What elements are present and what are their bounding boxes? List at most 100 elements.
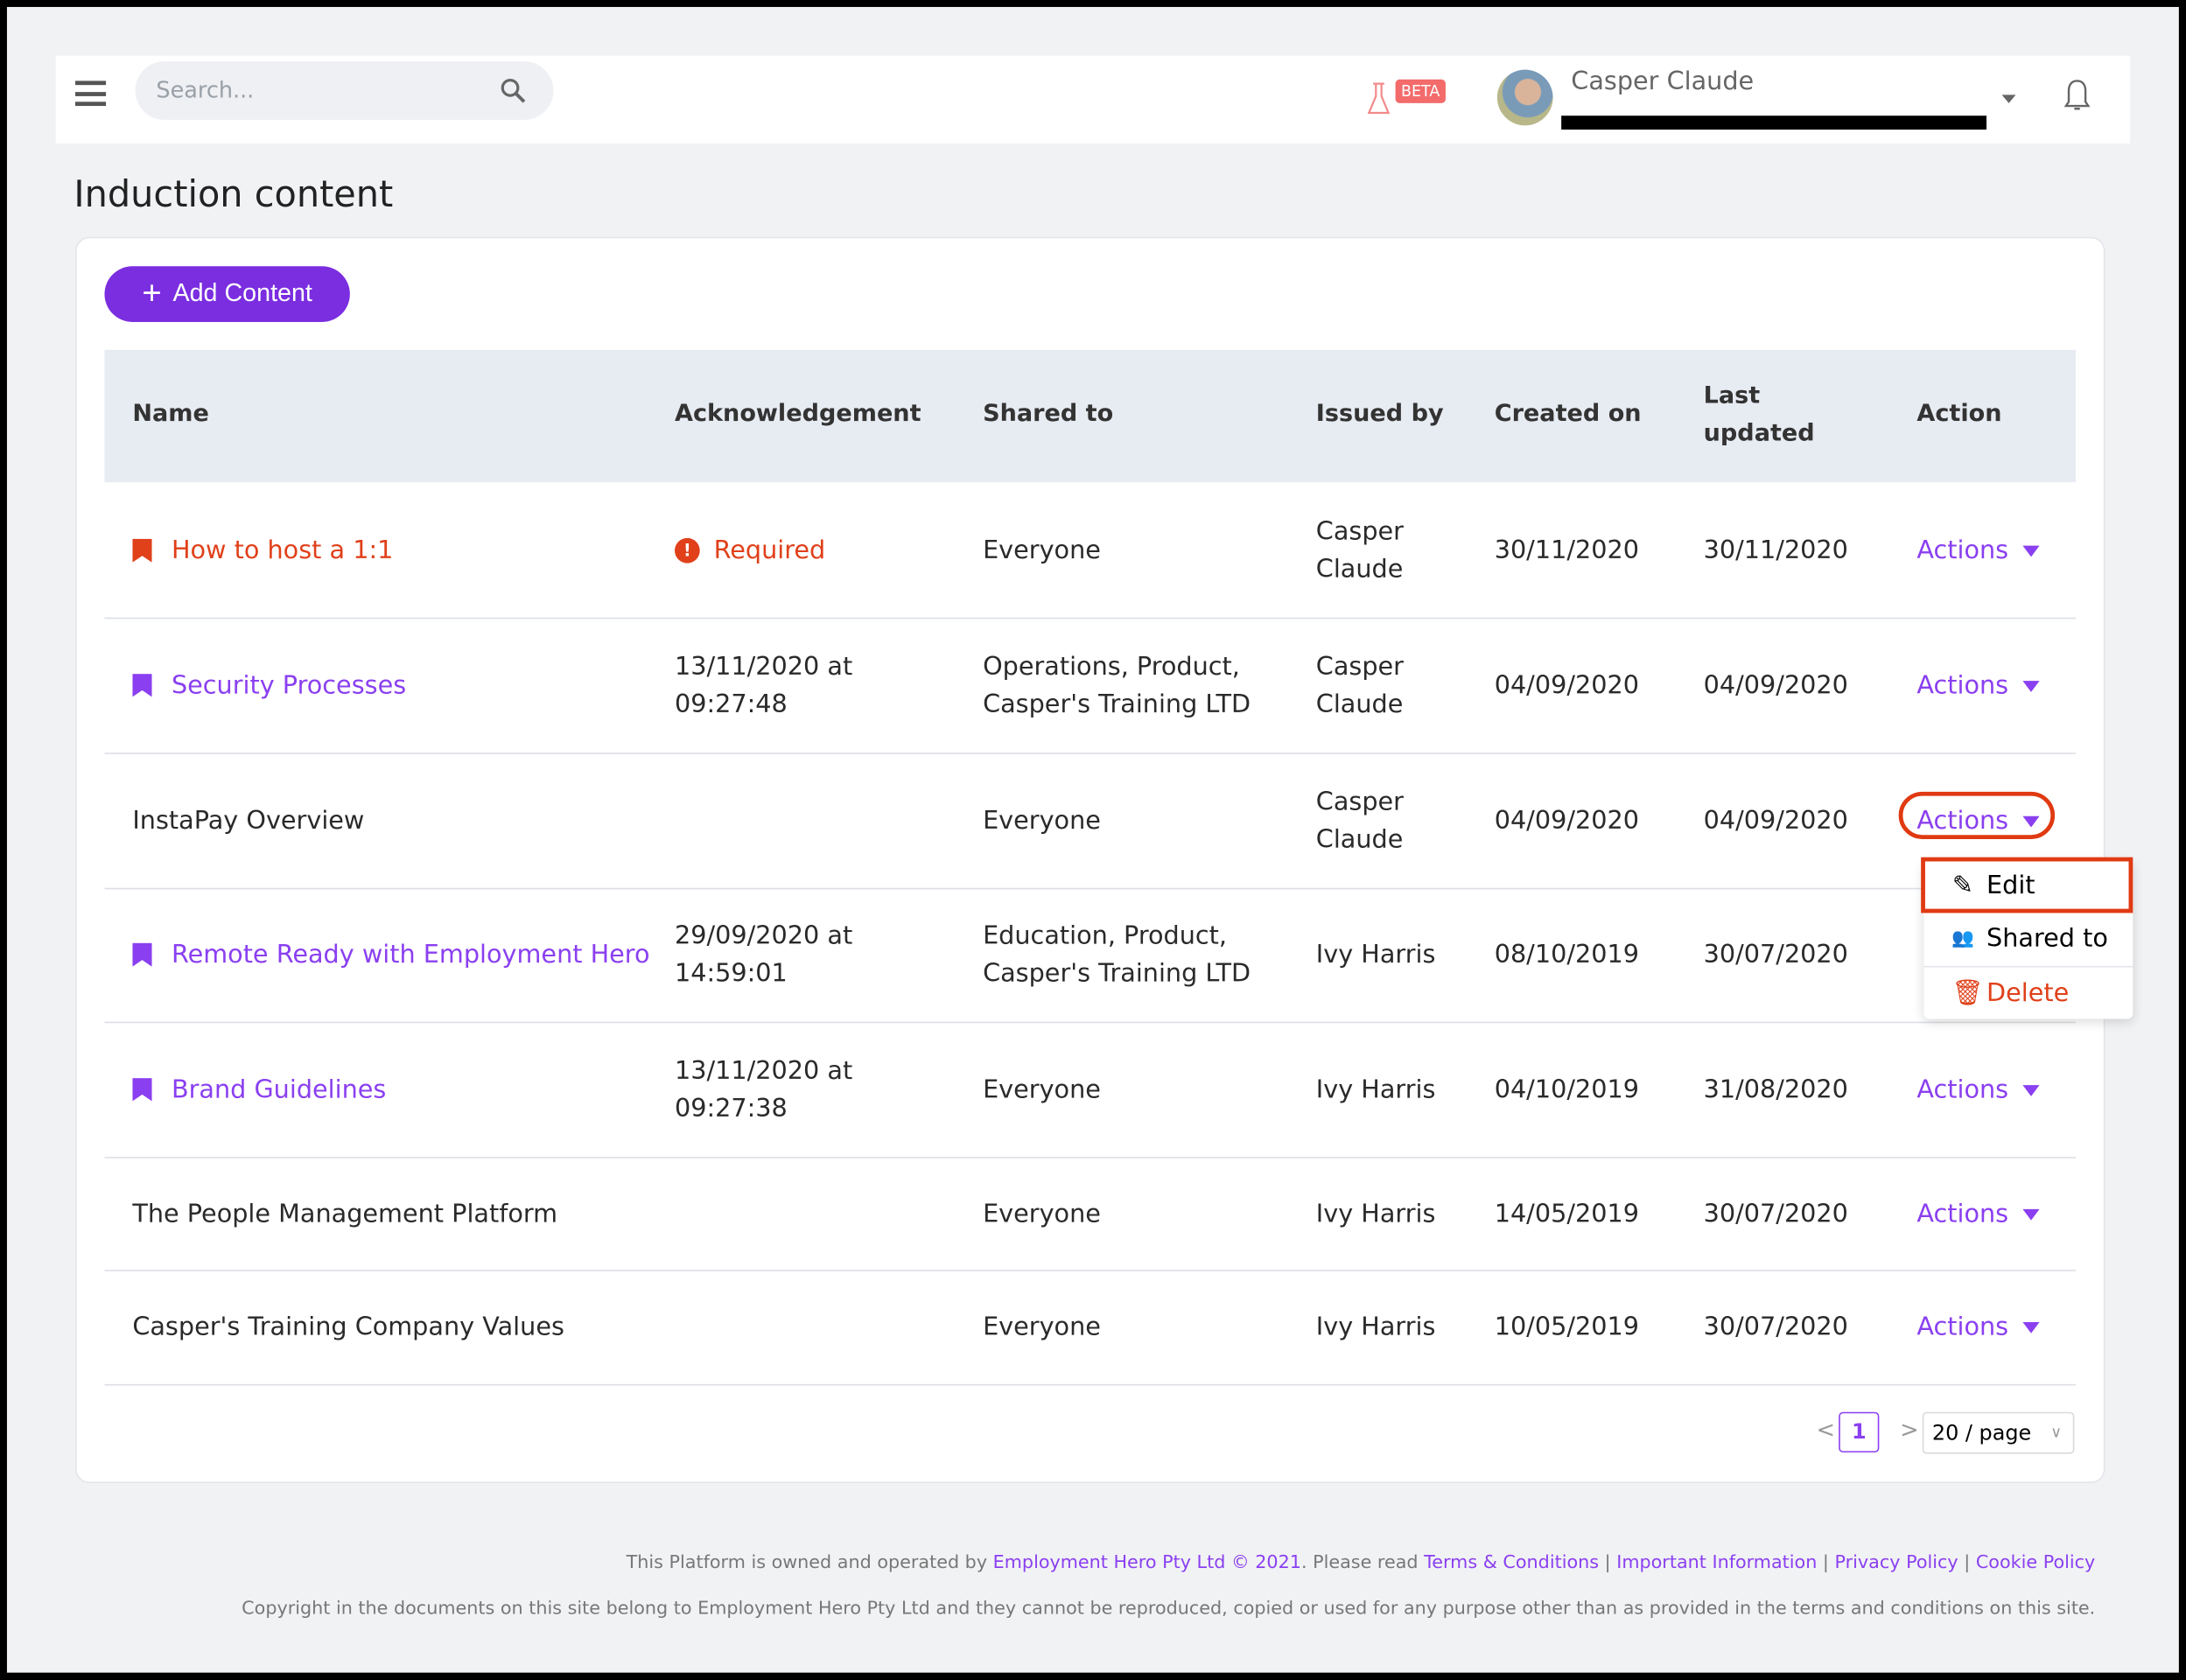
next-page-button[interactable]: > <box>1900 1416 1919 1443</box>
bookmark-icon <box>132 942 152 967</box>
column-header: Acknowledgement <box>675 400 921 429</box>
trash-icon: 🗑 <box>1951 978 1984 1008</box>
avatar[interactable] <box>1496 69 1553 126</box>
created-on: 10/05/2019 <box>1494 1312 1639 1342</box>
prev-page-button[interactable]: < <box>1816 1416 1836 1443</box>
table-header: Name Acknowledgement Shared to Issued by Cre… <box>104 349 2076 483</box>
cookie-link[interactable]: Cookie Policy <box>1975 1552 2096 1574</box>
content-name[interactable]: Brand Guidelines <box>171 1074 387 1104</box>
hamburger-menu-icon[interactable] <box>75 80 107 107</box>
acknowledgement-date: 13/11/2020 at 09:27:48 <box>675 651 853 719</box>
beta-badge: BETA <box>1395 79 1446 103</box>
content-name[interactable]: Remote Ready with Employment Hero <box>171 940 650 970</box>
shared-to: Everyone <box>983 1198 1101 1228</box>
table-row: How to host a 1:1! Required Everyone Casper… <box>104 484 2076 620</box>
important-info-link[interactable]: Important Information <box>1616 1552 1818 1574</box>
shared-to: Operations, Product, Casper's Training L… <box>983 651 1251 719</box>
caret-down-icon <box>2022 680 2040 692</box>
last-updated: 30/07/2020 <box>1703 1312 1848 1342</box>
created-on: 04/10/2019 <box>1494 1074 1639 1104</box>
content-name: InstaPay Overview <box>132 805 365 836</box>
page: Search... BETA Casper Claude Induction c… <box>6 6 2179 1673</box>
caret-down-icon <box>2022 545 2040 557</box>
caret-down-icon <box>2022 1084 2040 1096</box>
shared-to: Everyone <box>983 1074 1101 1104</box>
footer-line-1: This Platform is owned and operated by E… <box>626 1552 2096 1574</box>
issued-by: Ivy Harris <box>1315 1312 1436 1342</box>
search-input[interactable]: Search... <box>135 61 554 120</box>
table-row: Security Processes 13/11/2020 at 09:27:48… <box>104 618 2076 754</box>
table-row: Casper's Training Company Values Everyone… <box>104 1270 2076 1386</box>
caret-down-icon <box>2022 1321 2040 1334</box>
company-link[interactable]: Employment Hero Pty Ltd © 2021 <box>992 1552 1301 1574</box>
caret-down-icon <box>2022 1208 2040 1220</box>
page-title: Induction content <box>74 174 394 216</box>
page-size-select[interactable]: 20 / page ∨ <box>1922 1411 2075 1454</box>
table-row: Brand Guidelines 13/11/2020 at 09:27:38 Ev… <box>104 1022 2076 1158</box>
menu-item-edit[interactable]: ✎ Edit <box>1923 860 2133 914</box>
plus-icon: + <box>142 274 162 312</box>
privacy-link[interactable]: Privacy Policy <box>1834 1552 1958 1574</box>
shared-to: Everyone <box>983 536 1101 565</box>
content-name[interactable]: How to host a 1:1 <box>171 536 394 565</box>
actions-button[interactable]: Actions <box>1916 1070 2040 1108</box>
created-on: 08/10/2019 <box>1494 940 1639 970</box>
shared-to: Everyone <box>983 1312 1101 1342</box>
column-header: Created on <box>1494 400 1642 429</box>
menu-item-shared-to[interactable]: 👥 Shared to <box>1923 913 2133 966</box>
actions-button[interactable]: Actions <box>1916 666 2040 704</box>
footer-copyright: Copyright in the documents on this site … <box>242 1599 2096 1620</box>
user-menu-caret-icon[interactable] <box>2001 94 2016 103</box>
bookmark-icon <box>132 538 152 563</box>
issued-by: Casper Claude <box>1315 651 1404 719</box>
menu-item-delete[interactable]: 🗑 Delete <box>1923 968 2133 1021</box>
column-header: Name <box>132 400 209 429</box>
issued-by: Casper Claude <box>1315 517 1404 584</box>
column-header: Issued by <box>1315 400 1444 429</box>
content-name[interactable]: Security Processes <box>171 670 407 700</box>
issued-by: Ivy Harris <box>1315 1198 1436 1228</box>
created-on: 30/11/2020 <box>1494 536 1639 565</box>
acknowledgement-status: Required <box>713 536 826 565</box>
created-on: 04/09/2020 <box>1494 670 1639 700</box>
last-updated: 30/07/2020 <box>1703 940 1848 970</box>
flask-icon <box>1367 82 1391 115</box>
column-header: Last updated <box>1703 382 1815 448</box>
table-row: Remote Ready with Employment Hero 29/09/2… <box>104 888 2076 1024</box>
shared-to: Education, Product, Casper's Training LT… <box>983 920 1251 989</box>
top-bar: Search... BETA Casper Claude <box>55 55 2131 144</box>
actions-button[interactable]: Actions <box>1916 1194 2040 1232</box>
content-name: The People Management Platform <box>132 1198 558 1228</box>
bookmark-icon <box>132 1077 152 1102</box>
actions-button[interactable]: Actions <box>1916 1308 2040 1346</box>
table-row: The People Management Platform Everyone Iv… <box>104 1157 2076 1271</box>
content-card: + Add Content Name Acknowledgement Shared t… <box>75 236 2105 1483</box>
add-content-button[interactable]: + Add Content <box>104 266 350 322</box>
bell-icon[interactable] <box>2063 78 2091 114</box>
page-1-button[interactable]: 1 <box>1839 1411 1880 1452</box>
search-placeholder: Search... <box>156 76 255 103</box>
issued-by: Ivy Harris <box>1315 940 1436 970</box>
people-icon: 👥 <box>1951 928 1974 949</box>
shared-to: Everyone <box>983 805 1101 836</box>
created-on: 04/09/2020 <box>1494 805 1639 836</box>
column-header: Action <box>1916 400 2002 429</box>
content-name: Casper's Training Company Values <box>132 1312 564 1342</box>
bookmark-icon <box>132 673 152 697</box>
actions-highlight-outline <box>1898 791 2056 839</box>
created-on: 14/05/2019 <box>1494 1198 1639 1228</box>
search-icon[interactable] <box>501 78 526 103</box>
acknowledgement-date: 13/11/2020 at 09:27:38 <box>675 1055 853 1124</box>
actions-button[interactable]: Actions <box>1916 532 2040 570</box>
user-name[interactable]: Casper Claude <box>1571 66 1755 96</box>
column-header: Shared to <box>983 400 1114 429</box>
chevron-down-icon: ∨ <box>2050 1423 2063 1442</box>
issued-by: Casper Claude <box>1315 787 1404 854</box>
actions-dropdown-menu: ✎ Edit 👥 Shared to 🗑 Delete <box>1921 857 2133 1021</box>
last-updated: 30/07/2020 <box>1703 1198 1848 1228</box>
table-row: InstaPay Overview Everyone Casper Claude 04… <box>104 752 2076 890</box>
last-updated: 30/11/2020 <box>1703 536 1848 565</box>
terms-link[interactable]: Terms & Conditions <box>1424 1552 1600 1574</box>
last-updated: 04/09/2020 <box>1703 670 1848 700</box>
issued-by: Ivy Harris <box>1315 1074 1436 1104</box>
